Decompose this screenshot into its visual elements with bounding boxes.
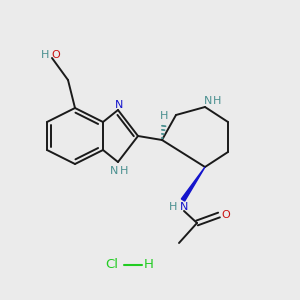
Text: H: H xyxy=(120,166,128,176)
Text: H: H xyxy=(41,50,49,60)
Text: N: N xyxy=(115,100,123,110)
Text: H: H xyxy=(169,202,177,212)
Text: H: H xyxy=(160,111,168,121)
Text: H: H xyxy=(144,259,154,272)
Text: N: N xyxy=(204,96,212,106)
Text: N: N xyxy=(110,166,118,176)
Text: H: H xyxy=(213,96,221,106)
Text: N: N xyxy=(180,202,188,212)
Text: O: O xyxy=(222,210,230,220)
Polygon shape xyxy=(181,167,205,201)
Text: Cl: Cl xyxy=(106,259,118,272)
Text: O: O xyxy=(52,50,60,60)
